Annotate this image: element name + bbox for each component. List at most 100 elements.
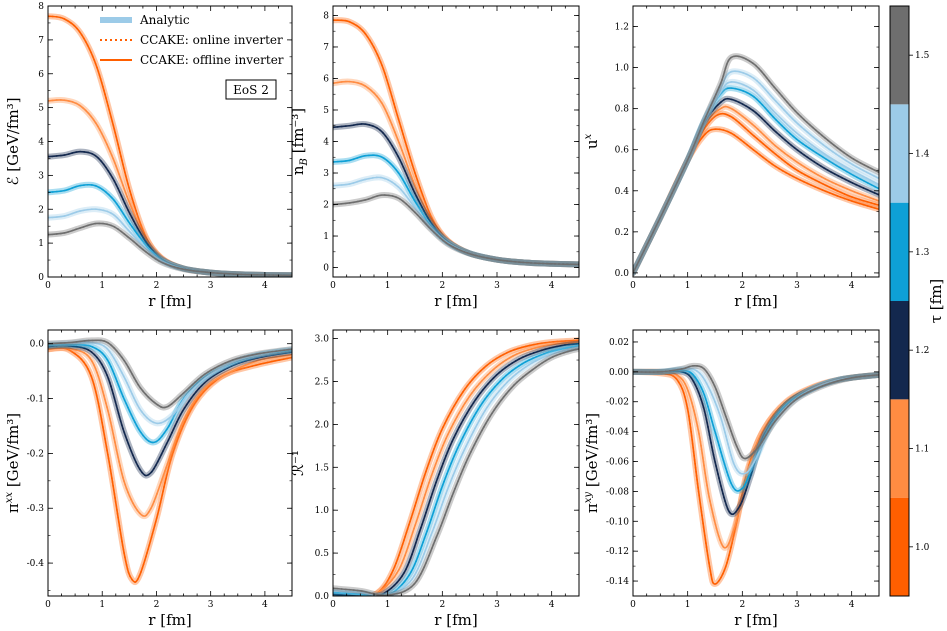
y-tick-label: 0.6 bbox=[615, 146, 630, 156]
y-tick-label: 0.2 bbox=[615, 228, 629, 238]
series-online-dotted bbox=[48, 344, 292, 477]
x-tick-label: 3 bbox=[794, 600, 800, 610]
series-online-dotted bbox=[633, 365, 879, 460]
y-tick-label: 0 bbox=[38, 273, 44, 283]
y-tick-label: -0.12 bbox=[606, 547, 629, 557]
series-analytic-band bbox=[333, 192, 579, 268]
series-offline-line bbox=[333, 194, 579, 266]
y-tick-label: 3.0 bbox=[315, 335, 330, 345]
y-tick-label: -0.10 bbox=[606, 517, 629, 527]
series-online-dotted bbox=[633, 370, 879, 549]
x-axis-label: r [fm] bbox=[148, 292, 191, 310]
y-tick-label: -0.06 bbox=[606, 458, 629, 468]
colorbar-segment bbox=[890, 497, 909, 596]
y-tick-label: -0.02 bbox=[606, 398, 629, 408]
y-tick-label: 6 bbox=[38, 70, 44, 80]
legend: Analytic CCAKE: online inverter CCAKE: off… bbox=[100, 13, 284, 67]
series-analytic-band bbox=[333, 17, 579, 268]
y-tick-label: 4 bbox=[323, 138, 329, 148]
x-tick-label: 4 bbox=[849, 281, 855, 291]
annotation-frame bbox=[225, 79, 277, 100]
series-group bbox=[633, 53, 879, 276]
y-tick-label: 1.5 bbox=[315, 463, 330, 473]
x-tick-label: 3 bbox=[208, 281, 214, 291]
y-tick-label: -0.08 bbox=[606, 487, 629, 497]
annotation-text: EoS 2 bbox=[233, 83, 269, 97]
series-group bbox=[333, 337, 579, 596]
panel-6: 0 1 2 3 4 0.02 0.00 -0.02 -0.04 -0.06 -0.08 -0.10 -0… bbox=[583, 329, 880, 629]
x-tick-label: 4 bbox=[262, 281, 268, 291]
y-tick-label: 1.0 bbox=[615, 64, 630, 74]
y-axis-label: πxy [GeV/fm³] bbox=[583, 413, 601, 513]
series-online-dotted bbox=[48, 150, 292, 277]
colorbar-frame bbox=[889, 5, 910, 597]
series-online-dotted bbox=[48, 347, 292, 517]
series-online-dotted bbox=[48, 183, 292, 277]
x-tick-label: 1 bbox=[99, 600, 105, 610]
series-offline-line bbox=[633, 371, 879, 585]
y-tick-label: 5 bbox=[38, 104, 44, 114]
y-tick-label: 1.2 bbox=[615, 23, 629, 33]
y-tick-label: 0.02 bbox=[609, 338, 629, 348]
x-tick-label: 4 bbox=[849, 600, 855, 610]
y-axis-label: ℛ⁻¹ bbox=[289, 450, 307, 476]
series-analytic-band bbox=[633, 103, 879, 276]
series-online-dotted bbox=[333, 154, 579, 266]
panel-1: 0 1 2 3 4 0 1 2 3 4 5 6 7 8 r [fm] ℰ [GeV/fm³] Analytic C… bbox=[4, 2, 293, 310]
y-tick-label: 1.0 bbox=[315, 506, 330, 516]
y-tick-label: 0 bbox=[323, 264, 329, 274]
x-tick-label: 0 bbox=[330, 281, 336, 291]
x-axis-label: r [fm] bbox=[434, 611, 477, 629]
series-online-dotted bbox=[633, 371, 879, 585]
series-analytic-band bbox=[48, 220, 292, 277]
colorbar-tick-label: 1.3 bbox=[915, 248, 930, 258]
colorbar-tick-label: 1.1 bbox=[915, 445, 929, 455]
x-axis-label: r [fm] bbox=[434, 292, 477, 310]
y-tick-label: -0.4 bbox=[27, 559, 45, 569]
legend-label: CCAKE: online inverter bbox=[140, 33, 283, 47]
y-tick-label: 2.0 bbox=[315, 420, 330, 430]
x-tick-label: 3 bbox=[494, 600, 500, 610]
panel-2: 0 1 2 3 4 0 1 2 3 4 5 6 7 8 r [fm] nB [fm⁻³] bbox=[289, 5, 580, 310]
series-group bbox=[333, 17, 579, 268]
series-analytic-band bbox=[633, 367, 879, 494]
colorbar-tick-label: 1.4 bbox=[915, 150, 930, 160]
series-online-dotted bbox=[333, 346, 579, 596]
x-axis-label: r [fm] bbox=[734, 292, 777, 310]
colorbar-label: τ [fm] bbox=[927, 279, 945, 324]
x-tick-label: 2 bbox=[154, 281, 160, 291]
y-tick-label: 2 bbox=[323, 201, 329, 211]
y-tick-label: -0.2 bbox=[27, 449, 44, 459]
series-online-dotted bbox=[48, 222, 292, 277]
colorbar-segment bbox=[890, 202, 909, 301]
y-tick-label: 0.5 bbox=[315, 549, 330, 559]
series-online-dotted bbox=[333, 341, 579, 596]
x-axis-label: r [fm] bbox=[734, 611, 777, 629]
y-tick-label: 0.0 bbox=[30, 340, 45, 350]
y-tick-label: 8 bbox=[38, 2, 44, 12]
y-tick-label: 1 bbox=[38, 239, 44, 249]
y-tick-label: -0.04 bbox=[606, 428, 629, 438]
series-analytic-band bbox=[333, 344, 579, 596]
y-tick-label: 0.8 bbox=[615, 105, 630, 115]
colorbar-tick-label: 1.2 bbox=[915, 346, 929, 356]
colorbar: 1.0 1.1 1.2 1.3 1.4 1.5 τ [fm] bbox=[889, 5, 945, 597]
x-tick-label: 4 bbox=[262, 600, 268, 610]
series-offline-line bbox=[48, 339, 292, 409]
x-tick-label: 1 bbox=[685, 281, 691, 291]
series-online-dotted bbox=[633, 55, 879, 274]
y-tick-label: -0.14 bbox=[606, 577, 629, 587]
series-online-dotted bbox=[48, 341, 292, 425]
series-online-dotted bbox=[633, 367, 879, 475]
panel-5: 0 1 2 3 4 0.0 0.5 1.0 1.5 2.0 2.5 3.0 r [fm] ℛ⁻¹ bbox=[289, 329, 580, 629]
x-tick-label: 2 bbox=[154, 600, 160, 610]
y-tick-label: 3 bbox=[323, 169, 329, 179]
y-tick-label: 2.5 bbox=[315, 377, 330, 387]
x-tick-label: 3 bbox=[494, 281, 500, 291]
legend-label: Analytic bbox=[139, 13, 190, 27]
series-offline-line bbox=[333, 80, 579, 266]
y-tick-label: -0.1 bbox=[27, 395, 44, 405]
x-tick-label: 3 bbox=[794, 281, 800, 291]
series-analytic-band bbox=[333, 78, 579, 268]
series-offline-line bbox=[48, 150, 292, 277]
